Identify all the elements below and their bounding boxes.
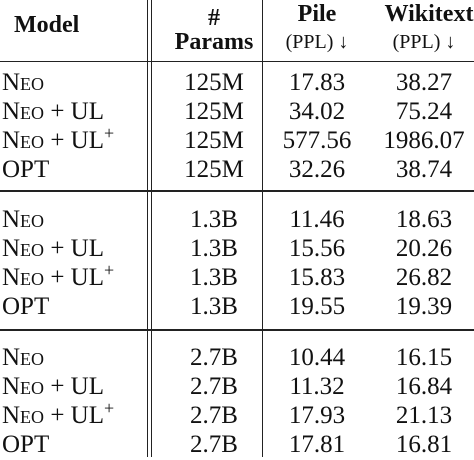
params-cell: 2.7B (190, 373, 238, 400)
table-row: Neo 1.3B 11.46 18.63 (0, 205, 474, 235)
column-rule-3 (262, 0, 263, 457)
wikitext-ppl-cell: 38.27 (395, 69, 453, 96)
header-pile: Pile (297, 1, 337, 27)
model-plus-superscript: + (104, 398, 115, 418)
model-cell: Neo + UL+ (2, 398, 115, 431)
model-suffix: + UL (44, 127, 104, 154)
model-cell: OPT (2, 292, 49, 322)
header-params-top: # (208, 5, 220, 31)
model-cell: Neo + UL (2, 372, 104, 402)
header-wikitext-sub: (PPL) ↓ (392, 31, 456, 53)
column-rule-2 (151, 0, 152, 457)
model-name: Neo (2, 373, 45, 400)
model-name: Neo (2, 235, 45, 262)
model-cell: Neo + UL+ (2, 123, 115, 156)
table-row: OPT 1.3B 19.55 19.39 (0, 292, 474, 322)
model-name: Neo (2, 264, 45, 291)
pile-ppl-cell: 32.26 (288, 156, 346, 183)
table-row: Neo + UL+ 1.3B 15.83 26.82 (0, 260, 474, 293)
model-cell: Neo (2, 68, 44, 98)
model-name: Neo (2, 206, 45, 233)
model-name: OPT (2, 431, 50, 458)
params-cell: 125M (184, 69, 244, 96)
group-rule-1 (0, 190, 474, 192)
model-plus-superscript: + (104, 123, 115, 143)
params-cell: 2.7B (190, 402, 238, 429)
model-cell: Neo (2, 205, 44, 235)
pile-ppl-cell: 34.02 (288, 98, 346, 125)
wikitext-ppl-cell: 1986.07 (383, 127, 465, 154)
wikitext-ppl-cell: 19.39 (395, 293, 453, 320)
params-cell: 1.3B (190, 206, 238, 233)
table-row: Neo + UL+ 125M 577.56 1986.07 (0, 123, 474, 156)
pile-ppl-cell: 17.83 (288, 69, 346, 96)
pile-ppl-cell: 17.93 (288, 402, 346, 429)
header-pile-sub: (PPL) ↓ (285, 31, 349, 53)
wikitext-ppl-cell: 18.63 (395, 206, 453, 233)
wikitext-ppl-cell: 26.82 (395, 264, 453, 291)
params-cell: 125M (184, 98, 244, 125)
pile-ppl-cell: 17.81 (288, 431, 346, 458)
table-row: Neo 2.7B 10.44 16.15 (0, 343, 474, 373)
model-name: Neo (2, 69, 45, 96)
model-cell: Neo + UL (2, 97, 104, 127)
params-cell: 1.3B (190, 235, 238, 262)
wikitext-ppl-cell: 38.74 (395, 156, 453, 183)
model-name: Neo (2, 98, 45, 125)
model-cell: OPT (2, 430, 49, 460)
pile-ppl-cell: 19.55 (288, 293, 346, 320)
params-cell: 1.3B (190, 264, 238, 291)
model-name: OPT (2, 293, 50, 320)
header-wikitext: Wikitext (384, 1, 474, 27)
column-rule-1 (147, 0, 148, 457)
model-cell: Neo + UL (2, 234, 104, 264)
table-row: Neo + UL 1.3B 15.56 20.26 (0, 234, 474, 264)
header-model: Model (14, 12, 80, 38)
pile-ppl-cell: 15.83 (288, 264, 346, 291)
model-name: Neo (2, 127, 45, 154)
wikitext-ppl-cell: 21.13 (395, 402, 453, 429)
table-row: Neo + UL 125M 34.02 75.24 (0, 97, 474, 127)
model-suffix: + UL (44, 98, 104, 125)
pile-ppl-cell: 11.32 (289, 373, 345, 400)
pile-ppl-cell: 15.56 (288, 235, 346, 262)
model-plus-superscript: + (104, 260, 115, 280)
model-cell: Neo + UL+ (2, 260, 115, 293)
group-rule-2 (0, 329, 474, 331)
model-name: Neo (2, 344, 45, 371)
model-name: Neo (2, 402, 45, 429)
wikitext-ppl-cell: 16.15 (395, 344, 453, 371)
params-cell: 2.7B (190, 431, 238, 458)
params-cell: 125M (184, 156, 244, 183)
params-cell: 2.7B (190, 344, 238, 371)
table-row: Neo + UL 2.7B 11.32 16.84 (0, 372, 474, 402)
header-params-bottom: Params (174, 29, 254, 55)
header-rule (0, 61, 474, 62)
table-row: OPT 125M 32.26 38.74 (0, 155, 474, 185)
pile-ppl-cell: 577.56 (282, 127, 352, 154)
model-suffix: + UL (44, 235, 104, 262)
table-row: OPT 2.7B 17.81 16.81 (0, 430, 474, 460)
model-suffix: + UL (44, 402, 104, 429)
model-suffix: + UL (44, 264, 104, 291)
params-cell: 125M (184, 127, 244, 154)
params-cell: 1.3B (190, 293, 238, 320)
table-row: Neo 125M 17.83 38.27 (0, 68, 474, 98)
wikitext-ppl-cell: 20.26 (395, 235, 453, 262)
wikitext-ppl-cell: 16.81 (395, 431, 453, 458)
pile-ppl-cell: 11.46 (289, 206, 345, 233)
wikitext-ppl-cell: 75.24 (395, 98, 453, 125)
model-cell: OPT (2, 155, 49, 185)
model-suffix: + UL (44, 373, 104, 400)
pile-ppl-cell: 10.44 (288, 344, 346, 371)
table-row: Neo + UL+ 2.7B 17.93 21.13 (0, 398, 474, 431)
model-cell: Neo (2, 343, 44, 373)
model-name: OPT (2, 156, 50, 183)
wikitext-ppl-cell: 16.84 (395, 373, 453, 400)
